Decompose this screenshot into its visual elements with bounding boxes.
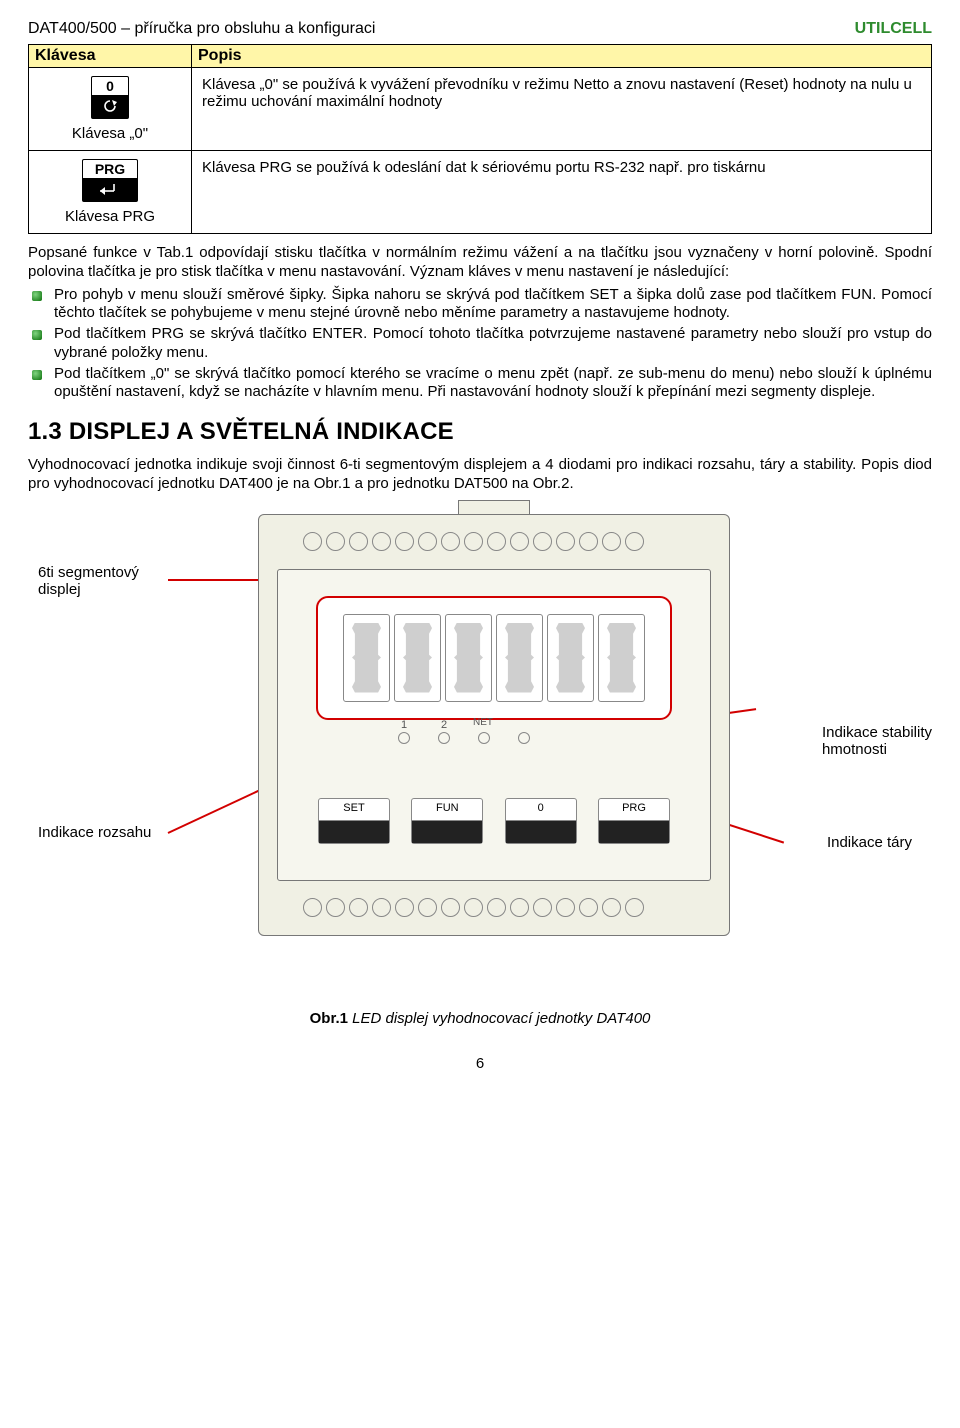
callout-tare: Indikace táry <box>827 834 912 851</box>
key-prg-label: Klávesa PRG <box>39 208 181 225</box>
col-key: Klávesa <box>29 45 192 68</box>
header-left: DAT400/500 – příručka pro obsluhu a konf… <box>28 20 375 38</box>
key-prg-bot <box>83 179 137 201</box>
hw-btn-prg: PRG <box>598 798 670 844</box>
terminals-top <box>301 529 687 555</box>
section-heading: 1.3 DISPLEJ A SVĚTELNÁ INDIKACE <box>28 418 932 446</box>
intro-paragraph: Popsané funkce v Tab.1 odpovídají stisku… <box>28 244 932 282</box>
list-item: Pod tlačítkem „0" se skrývá tlačítko pom… <box>54 365 932 403</box>
header-right: UTILCELL <box>855 20 932 38</box>
table-header-row: Klávesa Popis <box>29 45 932 68</box>
desc-cell-prg: Klávesa PRG se používá k odeslání dat k … <box>192 151 932 234</box>
list-item: Pod tlačítkem PRG se skrývá tlačítko ENT… <box>54 325 932 363</box>
led-row: 1 2 <box>398 732 530 744</box>
hw-btn-fun: FUN <box>411 798 483 844</box>
terminals-bottom <box>301 895 687 921</box>
table-row: PRG Klávesa PRG Klávesa PRG se používá k… <box>29 151 932 234</box>
section-paragraph: Vyhodnocovací jednotka indikuje svoji či… <box>28 456 932 494</box>
figcap-text: LED displej vyhodnocovací jednotky DAT40… <box>348 1010 650 1027</box>
callout-range: Indikace rozsahu <box>38 824 151 841</box>
led-2: 2 <box>438 732 450 744</box>
figure-caption: Obr.1 LED displej vyhodnocovací jednotky… <box>28 1010 932 1027</box>
button-row: SET FUN 0 PRG <box>318 798 670 844</box>
page-number: 6 <box>28 1055 932 1072</box>
segment-display <box>316 596 672 720</box>
hw-btn-set: SET <box>318 798 390 844</box>
figcap-num: Obr.1 <box>310 1010 348 1027</box>
key-cell-0: 0 Klávesa „0" <box>29 68 192 151</box>
led-stab <box>518 732 530 744</box>
device-drawing: 1 2 SET FUN 0 PRG <box>258 514 728 934</box>
din-body: 1 2 SET FUN 0 PRG <box>258 514 730 936</box>
col-desc: Popis <box>192 45 932 68</box>
hw-btn-0: 0 <box>505 798 577 844</box>
page-header: DAT400/500 – příručka pro obsluhu a konf… <box>28 20 932 38</box>
list-item: Pro pohyb v menu slouží směrové šipky. Š… <box>54 286 932 324</box>
table-row: 0 Klávesa „0" Klávesa „0" se používá k v… <box>29 68 932 151</box>
keys-table: Klávesa Popis 0 Klávesa „0" Klávesa „0" … <box>28 44 932 234</box>
key-prg-icon: PRG <box>82 159 138 202</box>
bullet-list: Pro pohyb v menu slouží směrové šipky. Š… <box>28 286 932 403</box>
device-face: 1 2 SET FUN 0 PRG <box>277 569 711 881</box>
desc-cell-0: Klávesa „0" se používá k vyvážení převod… <box>192 68 932 151</box>
callout-display: 6ti segmentový displej <box>38 564 139 598</box>
key-0-bot <box>92 96 128 118</box>
led-1: 1 <box>398 732 410 744</box>
key-cell-prg: PRG Klávesa PRG <box>29 151 192 234</box>
callout-stability: Indikace stability hmotnosti <box>822 724 932 758</box>
key-0-icon: 0 <box>91 76 129 119</box>
figure-1: 6ti segmentový displej Indikace stabilit… <box>28 504 932 1004</box>
key-0-label: Klávesa „0" <box>39 125 181 142</box>
led-net <box>478 732 490 744</box>
